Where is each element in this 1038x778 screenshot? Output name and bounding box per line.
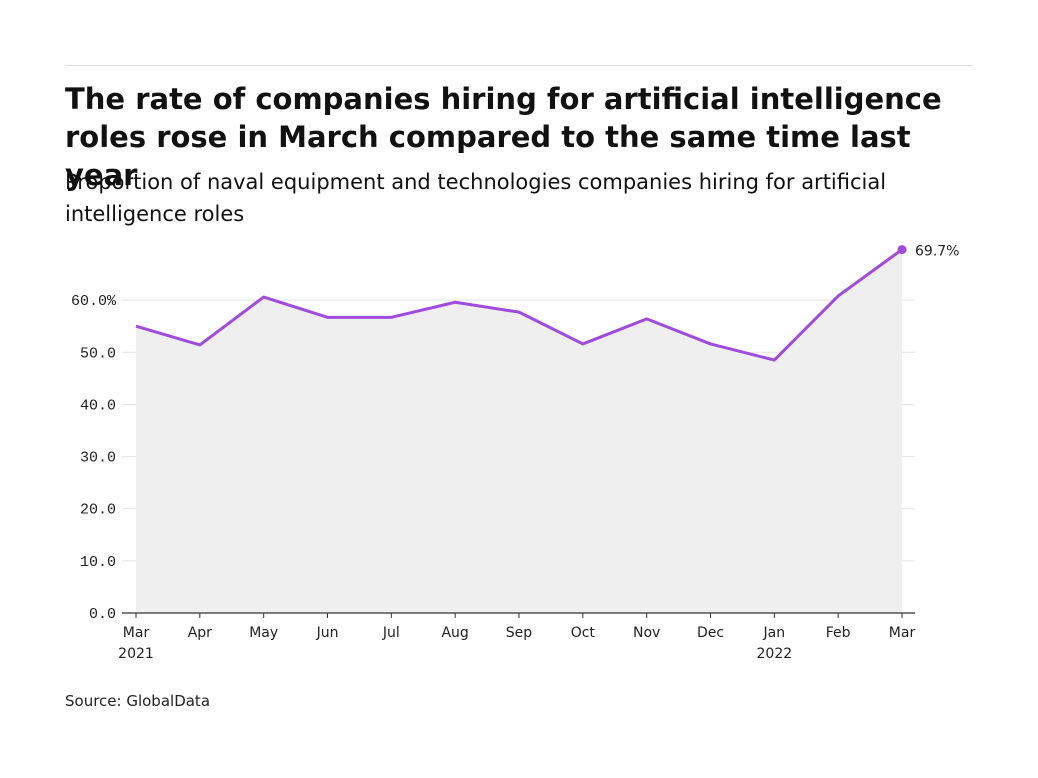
x-tick-label: Jul [382,625,400,641]
y-tick-label: 60.0% [71,293,117,310]
chart: 0.0 10.0 20.0 30.0 40.0 50.0 60.0% 69.7% Mar 2021… [71,244,960,662]
y-tick-label: 20.0 [80,502,116,519]
end-point [897,245,907,255]
area [136,249,902,614]
y-tick-label: 40.0 [80,397,116,414]
top-rule [65,65,973,66]
x-tick-label: Dec [697,625,724,641]
x-tick-label: Apr [188,625,212,641]
y-tick-label: 0.0 [89,606,116,623]
x-tick-label: Feb [826,625,851,641]
x-tick-label: Sep [506,625,533,641]
value-label: 69.7% [915,244,959,260]
y-tick-label: 30.0 [80,450,116,467]
x-tick-label: Jun [316,625,339,641]
x-tick-label: Oct [571,625,596,641]
x-tick-label: Nov [633,625,660,641]
chart-title: The rate of companies hiring for artific… [65,82,942,192]
x-tick-label: Jan 2022 [757,625,793,662]
chart-subtitle: Proportion of naval equipment and techno… [65,170,887,226]
y-tick-label: 10.0 [80,554,116,571]
x-tick-label: Mar 2021 [118,625,154,662]
x-tick-label: Aug [441,625,468,641]
x-tick-label: Mar [889,625,916,641]
x-tick-label: May [249,625,278,641]
y-tick-label: 50.0 [80,345,116,362]
line [135,248,903,362]
source: Source: GlobalData [65,692,211,710]
